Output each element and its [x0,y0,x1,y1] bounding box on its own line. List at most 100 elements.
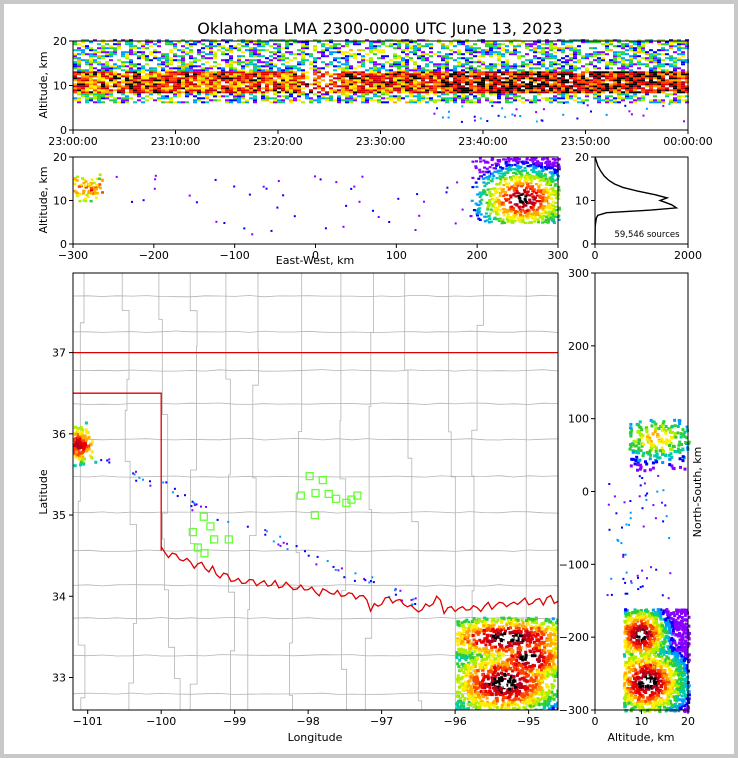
time-density-cell [293,77,297,80]
time-density-cell [153,85,157,88]
time-density-cell [669,73,673,76]
time-density-cell [201,75,205,78]
time-density-cell [181,85,185,88]
time-density-cell [661,99,665,102]
time-density-cell [201,57,205,60]
time-density-cell [597,41,601,44]
time-density-cell [665,57,669,60]
time-density-cell [405,39,409,42]
ew-density-cell [548,181,552,184]
time-density-cell [397,85,401,88]
time-density-cell [405,63,409,66]
time-density-cell [193,57,197,60]
map-density-cell [76,453,80,457]
time-density-cell [85,93,89,96]
time-density-cell [601,39,605,42]
time-density-cell [641,91,645,94]
ew-density-cell [89,182,93,186]
ew-density-cell [506,171,510,174]
time-density-cell [645,63,649,66]
ew-density-cell [492,198,495,201]
time-density-cell [205,83,209,86]
time-density-cell [515,108,518,111]
time-density-cell [117,77,121,80]
time-density-cell [533,99,537,102]
time-density-cell [213,91,217,94]
map-density-cell [87,444,91,448]
ew-density-cell [498,209,502,212]
time-density-cell [625,73,629,76]
time-density-cell [461,91,465,94]
time-density-cell [289,81,293,84]
ew-density-cell [516,184,520,187]
time-density-cell [557,97,561,100]
time-density-cell [413,85,417,88]
time-density-cell [633,49,637,52]
time-density-cell [489,53,493,56]
ew-density-cell [142,199,145,202]
time-density-cell [209,43,213,46]
time-density-cell [361,71,365,74]
time-density-cell [537,87,541,90]
time-density-cell [85,91,89,94]
time-density-cell [597,73,601,76]
time-density-cell [665,43,669,46]
ew-density-cell [554,209,558,212]
time-density-cell [465,57,469,60]
time-density-cell [145,95,149,98]
time-density-cell [553,99,557,102]
time-density-cell [441,93,445,96]
time-density-cell [133,93,137,96]
ew-density-cell [519,210,523,213]
time-density-cell [501,67,505,70]
time-density-cell [642,114,645,117]
time-density-cell [637,49,641,52]
time-density-cell [597,57,601,60]
time-density-cell [593,93,597,96]
time-density-cell [325,55,329,58]
time-density-cell [205,81,209,84]
time-density-cell [633,91,637,94]
time-density-cell [265,41,269,44]
time-density-cell [233,45,237,48]
time-density-cell [153,99,157,102]
time-density-cell [653,95,657,98]
ew-density-cell [509,208,513,211]
time-density-cell [181,77,185,80]
time-density-cell [601,43,605,46]
time-density-cell [597,83,601,86]
ew-density-cell [512,213,516,216]
time-density-cell [505,77,509,80]
time-density-cell [541,87,545,90]
time-density-cell [301,43,305,46]
time-density-cell [533,87,537,90]
time-density-cell [161,101,165,104]
time-density-cell [613,55,617,58]
time-density-cell [225,53,229,56]
time-density-cell [447,116,450,119]
time-density-cell [101,93,105,96]
time-density-cell [157,89,161,92]
time-density-cell [145,57,149,60]
time-density-cell [537,77,541,80]
time-density-cell [477,89,481,92]
source-count-label: 59,546 sources [614,230,680,240]
ew-density-cell [526,193,530,197]
time-density-cell [197,59,201,62]
time-density-cell [177,73,181,76]
ew-density-cell [491,205,495,208]
time-density-cell [81,41,85,44]
ew-density-cell [523,210,527,213]
time-density-cell [213,57,217,60]
ew-density-cell [554,205,558,208]
ew-density-cell [91,186,95,189]
ew-density-cell [535,194,539,197]
time-density-cell [149,89,153,92]
time-density-cell [117,89,121,92]
time-density-cell [161,67,165,70]
ew-density-cell [485,219,489,222]
ew-density-cell [501,167,505,170]
time-density-cell [105,93,109,96]
time-density-cell [477,85,481,88]
